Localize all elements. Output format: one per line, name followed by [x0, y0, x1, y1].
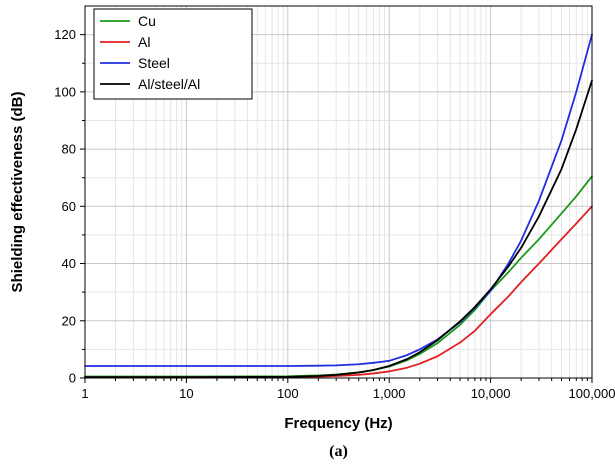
axis-ticks — [80, 34, 593, 383]
series-line-steel — [84, 33, 593, 367]
x-tick-label: 10 — [179, 386, 193, 401]
y-axis-title: Shielding effectiveness (dB) — [9, 92, 26, 293]
legend-label: Al — [138, 34, 150, 50]
y-tick-label: 20 — [62, 313, 76, 328]
y-tick-label: 60 — [62, 199, 76, 214]
figure-caption: (a) — [329, 443, 348, 460]
x-tick-label: 1 — [81, 386, 88, 401]
legend: Cu Al Steel Al/steel/Al — [93, 8, 253, 100]
plot-frame — [84, 5, 593, 379]
series-line-al-steel-al — [84, 79, 593, 379]
y-tick-label: 0 — [69, 371, 76, 386]
x-tick-label: 10,000 — [471, 386, 511, 401]
y-tick-label: 100 — [54, 84, 76, 99]
x-axis-title: Frequency (Hz) — [284, 415, 392, 432]
axis-tick-labels: 1 10 100 1,000 10,000 100,000 0 20 40 60 80 100 120 — [54, 27, 615, 401]
x-tick-label: 100,000 — [569, 386, 615, 401]
y-tick-label: 120 — [54, 27, 76, 42]
series-layer — [84, 33, 593, 379]
legend-label: Cu — [138, 13, 156, 29]
y-tick-label: 80 — [62, 142, 76, 157]
x-tick-label: 1,000 — [373, 386, 406, 401]
legend-label: Steel — [138, 55, 170, 71]
x-tick-label: 100 — [277, 386, 299, 401]
y-tick-label: 40 — [62, 256, 76, 271]
legend-label: Al/steel/Al — [138, 76, 200, 92]
